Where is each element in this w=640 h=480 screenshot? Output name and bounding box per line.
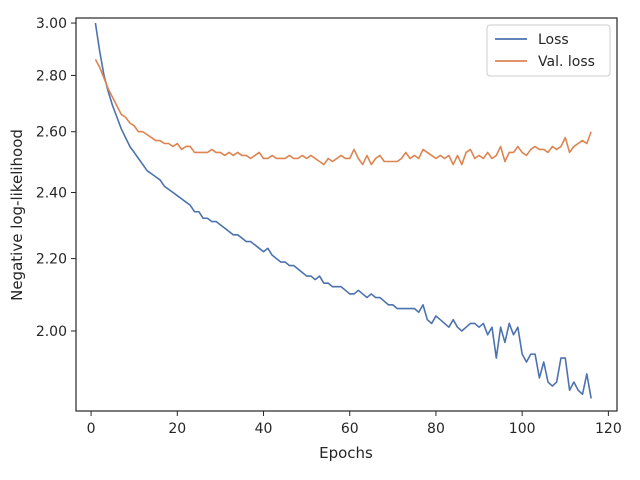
y-tick-label: 2.40: [36, 186, 67, 202]
x-tick-label: 100: [509, 421, 536, 437]
x-tick-label: 120: [595, 421, 622, 437]
x-tick-label: 20: [168, 421, 186, 437]
x-tick-label: 0: [87, 421, 96, 437]
y-axis: 2.00 2.20 2.40 2.60 2.80 3.00: [36, 16, 76, 340]
y-tick-label: 2.80: [36, 68, 67, 84]
x-tick-label: 40: [255, 421, 273, 437]
y-axis-label: Negative log-likelihood: [8, 129, 26, 301]
x-tick-label: 60: [341, 421, 359, 437]
legend-label-val-loss: Val. loss: [538, 54, 595, 70]
legend-box: [486, 24, 611, 77]
legend: Loss Val. loss: [486, 24, 611, 77]
series-line-loss: [94, 22, 592, 399]
y-tick-label: 2.60: [36, 125, 67, 141]
x-axis-label: Epochs: [319, 444, 373, 462]
plot-lines: [94, 22, 592, 399]
y-tick-label: 2.00: [36, 324, 67, 340]
y-tick-label: 2.20: [36, 252, 67, 268]
y-tick-label: 3.00: [36, 16, 67, 32]
series-line-val-loss: [94, 58, 592, 166]
x-tick-label: 80: [427, 421, 445, 437]
plot-frame: [75, 17, 618, 412]
x-axis: 0 20 40 60 80 100 120: [87, 411, 622, 437]
legend-label-loss: Loss: [538, 32, 569, 48]
